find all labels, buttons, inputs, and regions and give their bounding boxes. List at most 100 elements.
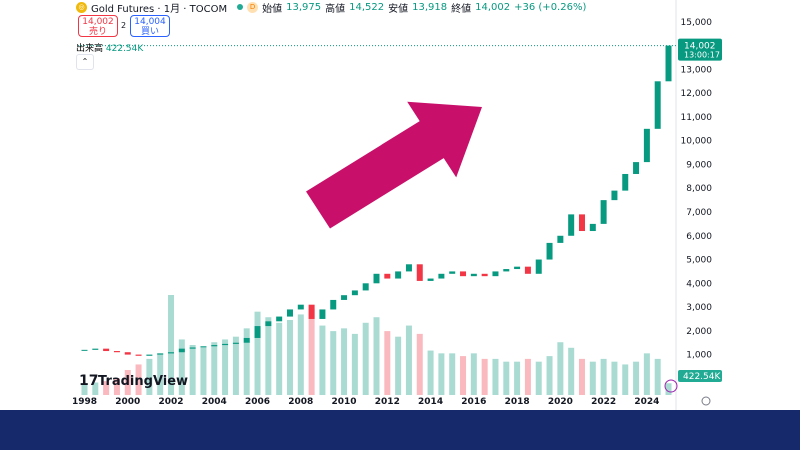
- logo-text: TradingView: [98, 374, 188, 389]
- candle: [514, 266, 521, 270]
- candle: [622, 173, 629, 191]
- last-price-tag: [678, 38, 722, 61]
- collapse-button[interactable]: ⌃: [76, 54, 94, 70]
- volume-bar: [654, 358, 661, 395]
- candle: [351, 290, 358, 296]
- candle: [395, 271, 402, 279]
- candle: [460, 271, 467, 277]
- volume-bar: [254, 311, 261, 395]
- y-tick-label: 10,000: [681, 137, 713, 147]
- arrow: [306, 101, 482, 229]
- volume-bar: [222, 339, 229, 395]
- x-tick-label: 2010: [332, 397, 357, 407]
- candle: [222, 343, 229, 346]
- volume-bar: [135, 364, 142, 395]
- y-tick-label: 6,000: [686, 232, 712, 242]
- volume-bar: [643, 353, 650, 395]
- candle: [600, 200, 607, 224]
- countdown: 13:00:17: [684, 51, 720, 60]
- open-label: 始値: [262, 3, 283, 15]
- volume-bar: [460, 356, 467, 395]
- low-value: 13,918: [412, 1, 448, 13]
- candle: [232, 342, 239, 344]
- volume-value: 422.54K: [105, 44, 144, 54]
- volume-bar: [168, 295, 175, 395]
- candle: [341, 295, 348, 300]
- candle: [643, 128, 650, 163]
- candle: [449, 271, 456, 274]
- close-value: 14,002: [475, 1, 511, 13]
- high-label: 高値: [325, 3, 346, 15]
- volume-bar: [546, 356, 553, 395]
- volume-tag-label: 422.54K: [683, 372, 721, 382]
- candle: [243, 337, 250, 343]
- volume-bar: [503, 361, 510, 395]
- volume-bar: [92, 382, 99, 395]
- candle: [611, 190, 618, 201]
- volume-bar: [427, 350, 434, 395]
- volume-bar: [622, 364, 629, 395]
- candle: [405, 264, 412, 272]
- sell-label: 売り: [88, 27, 107, 37]
- x-tick-label: 2000: [115, 397, 140, 407]
- volume-bar: [124, 370, 131, 395]
- candle: [168, 352, 175, 354]
- volume-bar: [286, 320, 293, 395]
- candle: [633, 162, 640, 174]
- candle: [200, 346, 207, 348]
- candle: [546, 242, 553, 260]
- y-tick-label: 4,000: [686, 279, 712, 289]
- x-tick-label: 2008: [288, 397, 313, 407]
- volume-bar: [319, 325, 326, 395]
- volume-label: 出来高: [76, 44, 104, 54]
- candle: [427, 278, 434, 281]
- candle: [416, 264, 423, 281]
- y-tick-label: 8,000: [686, 184, 712, 194]
- x-tick-label: 2016: [461, 397, 486, 407]
- candle: [135, 354, 142, 356]
- volume-bar: [276, 322, 283, 395]
- settings-icon[interactable]: [701, 396, 711, 406]
- candle: [92, 348, 99, 350]
- y-tick-label: 11,000: [681, 113, 713, 123]
- candle: [113, 351, 120, 353]
- volume-bar: [665, 383, 672, 395]
- symbol-icon: ◎: [76, 1, 87, 13]
- candle: [481, 273, 488, 277]
- candle: [557, 235, 564, 243]
- candle: [438, 273, 445, 279]
- volume-bar: [113, 378, 120, 395]
- chart: 1,000 2,000 3,000 4,000 5,000 6,000 7,000 8,000…: [72, 0, 722, 410]
- volume-bar: [633, 361, 640, 395]
- candle: [665, 45, 672, 82]
- volume-bar: [351, 333, 358, 395]
- status-dot: [237, 4, 244, 10]
- volume-bar: [341, 328, 348, 395]
- buy-button[interactable]: 14,004 買い: [130, 15, 170, 37]
- volume-bar: [405, 325, 412, 395]
- volume-bar: [438, 353, 445, 395]
- candle: [535, 259, 542, 274]
- x-tick-label: 2024: [634, 397, 659, 407]
- volume-bar: [449, 353, 456, 395]
- lightning-icon[interactable]: [664, 379, 678, 393]
- volume-bar: [568, 347, 575, 395]
- candle: [319, 309, 326, 319]
- x-tick-label: 2014: [418, 397, 443, 407]
- candle: [503, 269, 510, 272]
- candle: [178, 348, 185, 353]
- candle: [189, 347, 196, 349]
- candle: [362, 283, 369, 291]
- volume-bar: [535, 361, 542, 395]
- volume-bar: [362, 322, 369, 395]
- x-tick-label: 2004: [202, 397, 227, 407]
- volume-bar: [157, 353, 164, 395]
- change-value: +36 (+0.26%): [514, 1, 587, 13]
- y-tick-label: 5,000: [686, 256, 712, 266]
- candle: [568, 214, 575, 236]
- candle: [470, 273, 477, 277]
- y-tick-label: 12,000: [681, 89, 713, 99]
- sell-button[interactable]: 14,002 売り: [78, 15, 118, 37]
- x-tick-label: 2012: [375, 397, 400, 407]
